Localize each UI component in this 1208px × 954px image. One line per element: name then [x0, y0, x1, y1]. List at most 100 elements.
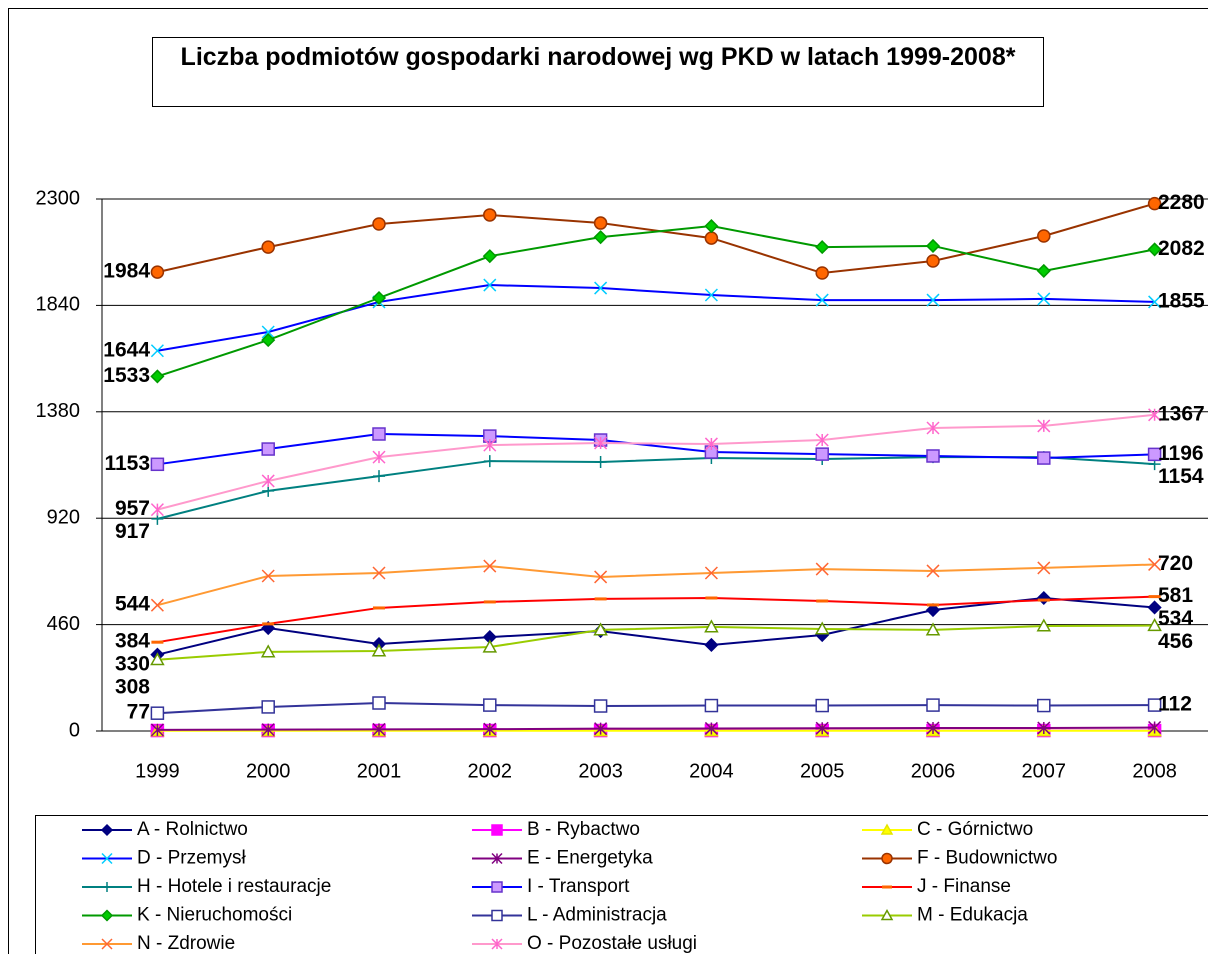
marker [1148, 408, 1162, 422]
data-label: 544 [115, 593, 150, 616]
x-tick-label: 2002 [468, 760, 513, 782]
marker [1147, 698, 1162, 712]
chart-title: Liczba podmiotów gospodarki narodowej wg… [152, 37, 1044, 107]
marker [1148, 295, 1162, 309]
y-tick-label: 920 [47, 506, 80, 528]
marker [926, 721, 940, 735]
marker [594, 281, 608, 295]
legend-label: F - Budownictwo [917, 848, 1057, 869]
marker [1037, 561, 1051, 575]
data-label: 384 [115, 630, 150, 653]
marker [261, 723, 275, 737]
marker [593, 622, 608, 636]
marker [926, 698, 940, 712]
marker [261, 569, 275, 583]
marker [704, 698, 719, 713]
marker [704, 437, 718, 451]
legend-item: D - Przemysł [82, 848, 247, 869]
marker [926, 449, 940, 463]
series-line [157, 284, 1155, 352]
legend-item: N - Zdrowie [82, 933, 235, 954]
marker [372, 722, 386, 736]
marker [926, 254, 940, 268]
marker [1147, 242, 1162, 257]
marker [491, 824, 503, 836]
y-tick-label: 1380 [36, 400, 81, 422]
marker [100, 909, 114, 922]
marker [1147, 447, 1162, 462]
x-tick-label: 2003 [578, 760, 623, 782]
series-line [157, 595, 1155, 644]
data-label: 581 [1158, 584, 1193, 607]
x-tick-label: 2000 [246, 760, 291, 782]
marker [261, 442, 275, 456]
data-label: 77 [127, 701, 150, 724]
marker [704, 637, 719, 653]
marker [593, 699, 608, 713]
marker [150, 369, 165, 384]
marker [1037, 419, 1051, 433]
legend-label: J - Finanse [917, 876, 1011, 897]
data-label: 1984 [103, 260, 150, 283]
marker [150, 706, 165, 720]
legend-item: I - Transport [472, 876, 630, 897]
marker [372, 566, 386, 580]
marker [704, 288, 718, 302]
marker [372, 696, 386, 710]
marker [483, 455, 496, 468]
legend-item: K - Nieruchomości [82, 905, 292, 926]
marker [483, 438, 497, 452]
legend-label: M - Edukacja [917, 905, 1028, 926]
marker [704, 566, 718, 580]
marker [150, 598, 164, 612]
marker [483, 722, 497, 736]
legend-label: N - Zdrowie [137, 933, 235, 954]
marker [101, 852, 113, 865]
marker [150, 344, 164, 358]
legend-item: M - Edukacja [862, 905, 1028, 926]
marker [704, 219, 719, 234]
series-line [157, 596, 1155, 656]
marker [594, 570, 608, 584]
marker [371, 290, 387, 306]
marker [815, 562, 829, 576]
marker [491, 852, 503, 865]
marker [704, 721, 718, 735]
marker [926, 421, 940, 435]
legend-item: C - Górnictwo [862, 819, 1033, 840]
marker [483, 208, 497, 222]
data-label: 1644 [103, 338, 150, 361]
x-tick-label: 1999 [135, 760, 180, 782]
data-label: 1533 [103, 364, 150, 387]
series-line [157, 433, 1155, 466]
x-tick-label: 2007 [1022, 760, 1067, 782]
legend-label: O - Pozostałe usługi [527, 933, 697, 954]
marker [150, 503, 164, 517]
marker [925, 238, 941, 254]
y-tick-label: 460 [47, 613, 80, 635]
series-line [157, 202, 1155, 275]
marker [372, 450, 386, 464]
legend-label: D - Przemysł [137, 848, 247, 869]
marker [150, 652, 165, 666]
marker [260, 644, 276, 658]
data-label: 1367 [1158, 402, 1205, 425]
data-label: 2280 [1158, 191, 1205, 214]
data-label: 957 [115, 497, 150, 520]
marker [815, 721, 829, 735]
marker [815, 447, 829, 461]
marker [491, 881, 503, 893]
marker [925, 602, 941, 618]
marker [150, 723, 164, 737]
data-label: 1855 [1158, 289, 1205, 312]
legend-label: K - Nieruchomości [137, 905, 292, 926]
legend-item: E - Energetyka [472, 848, 653, 869]
chart-border [8, 8, 1208, 954]
series-line [157, 413, 1155, 511]
series-line [157, 563, 1155, 607]
marker [482, 249, 497, 264]
marker [261, 333, 276, 348]
marker [483, 278, 497, 292]
data-label: 1153 [104, 452, 150, 475]
